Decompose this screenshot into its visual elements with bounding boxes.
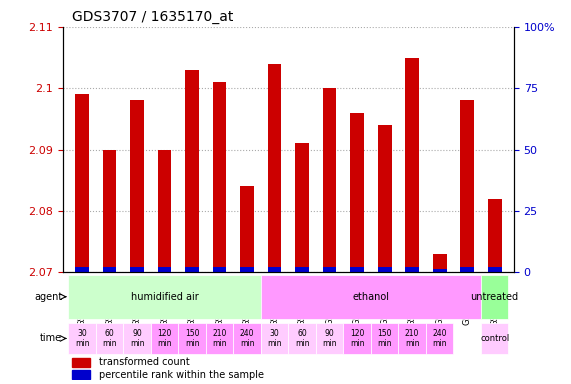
FancyBboxPatch shape xyxy=(426,323,453,354)
Bar xyxy=(405,267,419,272)
Bar xyxy=(268,267,282,272)
Bar xyxy=(488,267,501,272)
Text: 120
min: 120 min xyxy=(158,329,172,348)
Text: agent: agent xyxy=(34,292,62,302)
Bar xyxy=(460,267,474,272)
Text: untreated: untreated xyxy=(471,292,518,302)
Text: 30
min: 30 min xyxy=(267,329,282,348)
Bar xyxy=(158,149,171,272)
Text: humidified air: humidified air xyxy=(131,292,199,302)
Text: 90
min: 90 min xyxy=(323,329,337,348)
Text: 60
min: 60 min xyxy=(295,329,309,348)
Text: 120
min: 120 min xyxy=(350,329,364,348)
Bar xyxy=(378,125,392,272)
FancyBboxPatch shape xyxy=(69,275,261,319)
Bar xyxy=(433,254,447,272)
Text: 90
min: 90 min xyxy=(130,329,144,348)
FancyBboxPatch shape xyxy=(178,323,206,354)
FancyBboxPatch shape xyxy=(316,323,343,354)
FancyBboxPatch shape xyxy=(206,323,234,354)
Bar xyxy=(103,149,116,272)
FancyBboxPatch shape xyxy=(69,323,96,354)
Bar xyxy=(75,94,89,272)
Bar xyxy=(240,186,254,272)
FancyBboxPatch shape xyxy=(343,323,371,354)
Text: 210
min: 210 min xyxy=(405,329,419,348)
Text: transformed count: transformed count xyxy=(99,358,190,367)
FancyBboxPatch shape xyxy=(234,323,261,354)
FancyBboxPatch shape xyxy=(261,275,481,319)
FancyBboxPatch shape xyxy=(481,323,508,354)
Bar xyxy=(130,101,144,272)
Bar xyxy=(268,64,282,272)
Bar xyxy=(240,267,254,272)
Bar xyxy=(185,70,199,272)
Text: 30
min: 30 min xyxy=(75,329,89,348)
Bar xyxy=(350,267,364,272)
FancyBboxPatch shape xyxy=(288,323,316,354)
Bar xyxy=(213,267,227,272)
Text: percentile rank within the sample: percentile rank within the sample xyxy=(99,370,264,380)
Bar xyxy=(460,101,474,272)
Text: 150
min: 150 min xyxy=(377,329,392,348)
Text: 60
min: 60 min xyxy=(102,329,117,348)
Text: time: time xyxy=(40,333,62,343)
Bar xyxy=(103,267,116,272)
Bar xyxy=(75,267,89,272)
FancyBboxPatch shape xyxy=(123,323,151,354)
Bar xyxy=(488,199,501,272)
Text: 210
min: 210 min xyxy=(212,329,227,348)
Bar xyxy=(130,267,144,272)
FancyBboxPatch shape xyxy=(96,323,123,354)
Bar xyxy=(295,143,309,272)
Text: 240
min: 240 min xyxy=(432,329,447,348)
Text: 150
min: 150 min xyxy=(185,329,199,348)
FancyBboxPatch shape xyxy=(151,323,178,354)
Bar xyxy=(295,267,309,272)
Text: 240
min: 240 min xyxy=(240,329,254,348)
Bar xyxy=(323,267,336,272)
Bar xyxy=(433,270,447,272)
Bar xyxy=(213,82,227,272)
Bar xyxy=(405,58,419,272)
FancyBboxPatch shape xyxy=(481,275,508,319)
FancyBboxPatch shape xyxy=(399,323,426,354)
Bar xyxy=(185,267,199,272)
Bar xyxy=(323,88,336,272)
FancyBboxPatch shape xyxy=(261,323,288,354)
Text: GDS3707 / 1635170_at: GDS3707 / 1635170_at xyxy=(72,10,233,25)
Bar xyxy=(72,370,90,379)
Bar xyxy=(378,267,392,272)
FancyBboxPatch shape xyxy=(371,323,399,354)
Bar xyxy=(350,113,364,272)
Text: ethanol: ethanol xyxy=(352,292,389,302)
Text: control: control xyxy=(480,334,509,343)
Bar xyxy=(72,358,90,367)
Bar xyxy=(158,267,171,272)
